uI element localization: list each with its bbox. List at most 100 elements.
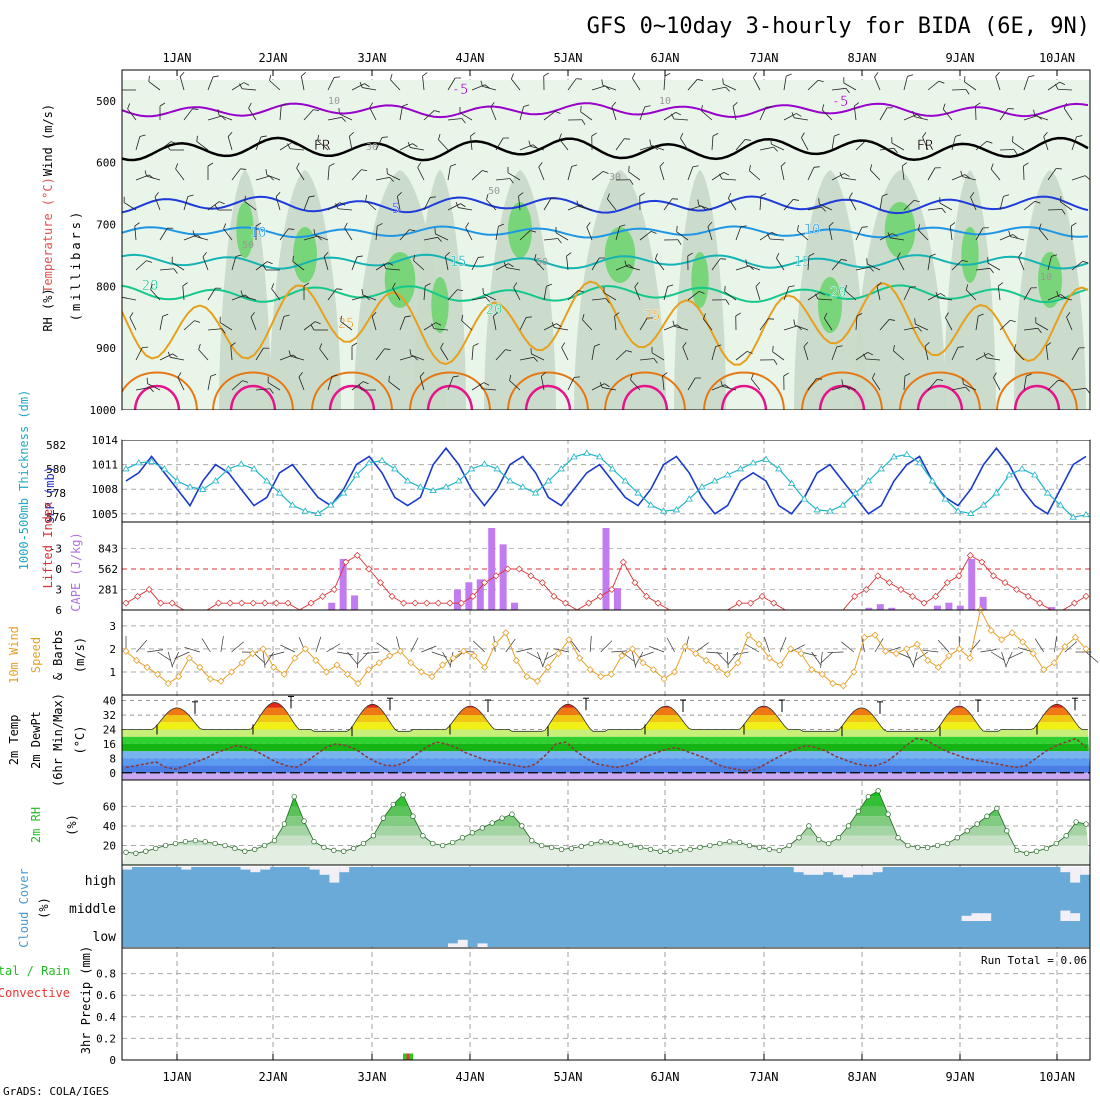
wind-barb-flag: [389, 177, 394, 182]
wind-barb: [855, 266, 874, 272]
wind-barb: [540, 372, 546, 391]
wind-barb: [146, 377, 161, 391]
wind-barb: [135, 387, 154, 393]
rh-bands: [122, 790, 1090, 865]
wind-barb-staff: [567, 78, 577, 91]
wind-barb: [776, 252, 785, 271]
wind-barb-flag: [672, 320, 675, 327]
wind-barb: [511, 73, 521, 91]
wind-barb-flag: [1061, 209, 1066, 215]
wind-barb: [219, 316, 233, 331]
wind-barb-staff: [410, 147, 425, 151]
wind-barb-flag: [479, 383, 483, 389]
wind-barb-staff: [423, 286, 426, 301]
wind-barb: [255, 135, 267, 151]
wind-barb-flag: [445, 252, 450, 257]
temp-band: [122, 736, 1090, 744]
wind-barb-flag: [455, 77, 462, 79]
wind-barb-flag: [223, 223, 227, 229]
wind-barb: [807, 253, 815, 271]
cloud-bar: [260, 867, 271, 870]
wind-barb-staff: [511, 78, 521, 91]
wind-barb-flag: [351, 342, 358, 347]
wind-barb: [607, 193, 617, 211]
wind-barb: [519, 104, 530, 121]
date-label-top: 3JAN: [358, 51, 387, 65]
wind-barb-staff: [1047, 81, 1060, 91]
wind-barb-staff: [255, 175, 270, 181]
isotherm-label: 10: [804, 222, 821, 238]
wind-barb-staff: [728, 198, 737, 211]
wind-barb-flag: [551, 197, 558, 199]
wind-barb-flag: [703, 313, 706, 320]
wind-barb: [227, 132, 233, 151]
wind-speed-point: [259, 645, 267, 653]
wind-barb-staff: [471, 382, 485, 391]
wind-barb-staff: [591, 383, 605, 391]
wind-barb: [423, 236, 442, 242]
rh-shade-moist: [293, 227, 317, 283]
wind-barb-staff: [922, 136, 929, 151]
wind-barb-flag: [358, 384, 363, 391]
wind-barb: [1047, 168, 1062, 181]
wind-barb-flag: [887, 232, 891, 238]
wind-barb-staff: [444, 256, 449, 271]
wind-barb-staff: [279, 142, 293, 151]
wind-barb: [663, 239, 682, 245]
wind-barb: [772, 345, 785, 361]
wind-barb-staff: [722, 178, 737, 181]
wind-barb-staff: [855, 352, 868, 361]
wind-barb-flag: [995, 72, 1000, 77]
wind-barb: [783, 199, 799, 211]
wind-barb-staff: [148, 81, 161, 91]
rh-point: [1033, 848, 1040, 854]
wind-barb-staff: [780, 166, 785, 181]
wind-barb-flag: [450, 163, 457, 167]
wind-barb-staff: [435, 233, 449, 241]
isotherm-dome-hot: [524, 384, 572, 410]
thickness-point: [647, 501, 655, 508]
wind-barb: [615, 138, 631, 151]
wind-barb-flag: [173, 268, 178, 274]
cloud-bar: [823, 867, 834, 873]
wind-barb-staff: [348, 136, 353, 151]
rh-point: [479, 825, 485, 831]
wind-barb: [897, 252, 905, 271]
cloud-bar: [813, 867, 824, 875]
isotherm-label: 25: [644, 308, 661, 324]
wind-barb: [732, 102, 738, 121]
wind-barb: [207, 115, 226, 121]
wind-barb-flag: [530, 230, 536, 233]
rh-point: [1063, 833, 1069, 839]
wind-speed-point: [407, 659, 415, 667]
surface-wind-barb: [363, 651, 380, 655]
wind-barb-staff: [419, 376, 425, 391]
wind-speed-point: [270, 663, 278, 671]
wind-barb-flag: [1035, 317, 1037, 324]
wind-barb-staff: [207, 328, 222, 331]
wind-barb-staff: [159, 353, 173, 361]
rh-shade-moist: [236, 202, 254, 258]
pressure-tick-label: 1000: [90, 404, 117, 417]
wind-barb-staff: [338, 208, 353, 211]
wind-barb: [639, 192, 645, 211]
surface-wind-barb-staff: [666, 637, 675, 653]
cloud-bar: [448, 943, 458, 947]
wind-barb: [543, 283, 553, 301]
wind-barb-staff: [1038, 228, 1049, 241]
wind-barb-flag: [960, 170, 963, 177]
wind-barb-flag: [897, 252, 901, 258]
lifted-point: [330, 586, 338, 593]
thickness-point: [1005, 471, 1013, 478]
cloud-bar: [971, 913, 982, 921]
wind-barb-flag: [930, 253, 936, 257]
wind-barb-staff: [183, 108, 193, 121]
wind-barb-flag: [1026, 373, 1032, 377]
wind-barb-flag: [574, 376, 580, 378]
surface-wind-barb-staff: [442, 651, 451, 667]
wind-barb: [586, 222, 593, 241]
wind-barb-staff: [591, 346, 595, 361]
wind-speed-point: [945, 652, 953, 660]
wind-speed-point: [1008, 629, 1016, 637]
